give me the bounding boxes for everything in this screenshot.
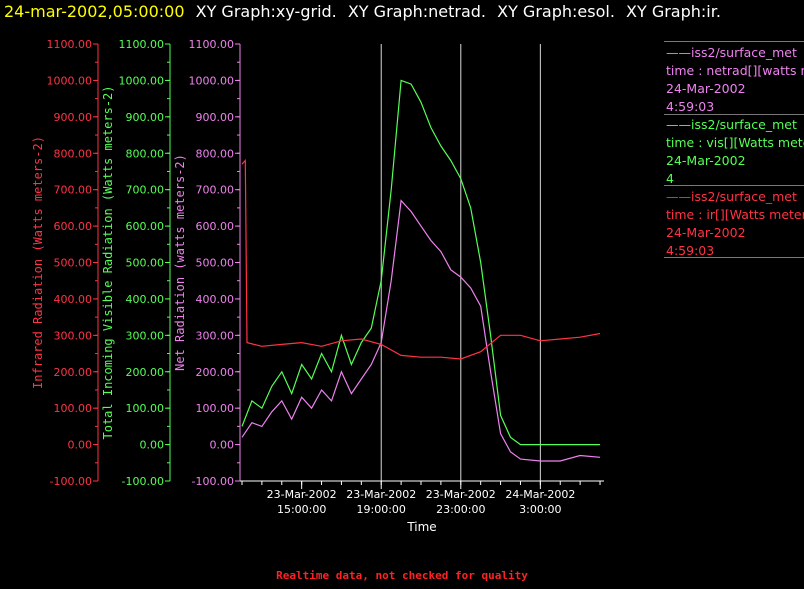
graph-name-netrad: XY Graph:netrad. [347, 2, 487, 21]
graph-name-xy-grid: XY Graph:xy-grid. [195, 2, 337, 21]
y-tick-label-netrad: 300.00 [196, 329, 235, 342]
y-tick-label-vis: 600.00 [126, 220, 165, 233]
legend-date: 24-Mar-2002 [666, 225, 746, 240]
series-line-ir [241, 158, 601, 360]
y-tick-label-vis: 0.00 [140, 439, 165, 452]
y-tick-label-vis: 1000.00 [119, 74, 165, 87]
y-tick-label-ir: 300.00 [54, 329, 93, 342]
y-tick-label-ir: 0.00 [68, 439, 93, 452]
legend-variable: time : netrad[][watts m [666, 63, 804, 78]
y-tick-label-ir: 1100.00 [47, 38, 93, 51]
title-bar: 24-mar-2002,05:00:00 XY Graph:xy-grid. X… [4, 2, 721, 21]
y-tick-label-netrad: 100.00 [196, 402, 235, 415]
y-axis-label-netrad: Net Radiation (watts meters-2) [173, 154, 187, 371]
x-tick-label: 24-Mar-2002 3:00:00 [505, 488, 575, 516]
legend-time: 4 [666, 171, 674, 186]
y-tick-label-netrad: 1000.00 [189, 74, 235, 87]
y-axis-label-ir: Infrared Radiation (Watts meters-2) [31, 136, 45, 389]
y-tick-label-ir: 800.00 [54, 147, 93, 160]
y-tick-label-netrad: 700.00 [196, 184, 235, 197]
y-tick-label-ir: 700.00 [54, 184, 93, 197]
y-tick-label-netrad: 500.00 [196, 257, 235, 270]
y-tick-label-vis: 300.00 [126, 329, 165, 342]
y-tick-label-vis: 100.00 [126, 402, 165, 415]
quality-footnote: Realtime data, not checked for quality [276, 569, 528, 582]
y-tick-label-netrad: 0.00 [210, 439, 235, 452]
y-tick-label-ir: 1000.00 [47, 74, 93, 87]
y-tick-label-ir: 100.00 [54, 402, 93, 415]
legend-separator [664, 185, 804, 186]
y-tick-label-netrad: 800.00 [196, 147, 235, 160]
y-tick-label-netrad: 1100.00 [189, 38, 235, 51]
series-line-netrad [241, 199, 601, 462]
legend-time: 4:59:03 [666, 99, 715, 114]
x-tick-label: 23-Mar-2002 23:00:00 [426, 488, 496, 516]
y-tick-label-vis: 700.00 [126, 184, 165, 197]
y-tick-label-ir: 400.00 [54, 293, 93, 306]
graph-name-ir: XY Graph:ir. [626, 2, 721, 21]
legend-separator [664, 257, 804, 258]
series-line-vis [241, 79, 600, 446]
graph-name-esol: XY Graph:esol. [497, 2, 615, 21]
legend-date: 24-Mar-2002 [666, 81, 746, 96]
legend-source: ——iss2/surface_met [666, 45, 797, 60]
y-axis-label-vis: Total Incoming Visible Radiation (Watts … [101, 85, 115, 439]
y-tick-label-vis: 900.00 [126, 111, 165, 124]
legend-variable: time : vis[][Watts mete [666, 135, 804, 150]
timestamp: 24-mar-2002,05:00:00 [4, 2, 185, 21]
y-tick-label-ir: 600.00 [54, 220, 93, 233]
y-tick-label-ir: 900.00 [54, 111, 93, 124]
y-tick-label-netrad: 200.00 [196, 366, 235, 379]
y-tick-label-vis: 1100.00 [119, 38, 165, 51]
y-tick-label-vis: 800.00 [126, 147, 165, 160]
y-tick-label-ir: 500.00 [54, 257, 93, 270]
y-tick-label-netrad: 900.00 [196, 111, 235, 124]
y-tick-label-vis: 500.00 [126, 257, 165, 270]
legend-time: 4:59:03 [666, 243, 715, 258]
legend-variable: time : ir[][Watts meters [666, 207, 804, 222]
legend-separator [664, 41, 804, 42]
y-tick-label-ir: -100.00 [50, 475, 92, 488]
y-tick-label-netrad: -100.00 [192, 475, 234, 488]
legend-entry-vis: ——iss2/surface_met time : vis[][Watts me… [666, 116, 804, 188]
y-tick-label-netrad: 400.00 [196, 293, 235, 306]
y-tick-label-ir: 200.00 [54, 366, 93, 379]
x-axis-label: Time [406, 520, 436, 534]
y-tick-label-vis: 400.00 [126, 293, 165, 306]
y-tick-label-vis: -100.00 [122, 475, 164, 488]
y-tick-label-netrad: 600.00 [196, 220, 235, 233]
legend-date: 24-Mar-2002 [666, 153, 746, 168]
x-tick-label: 23-Mar-2002 19:00:00 [346, 488, 416, 516]
y-tick-label-vis: 200.00 [126, 366, 165, 379]
legend-entry-netrad: ——iss2/surface_met time : netrad[][watts… [666, 44, 804, 116]
legend-entry-ir: ——iss2/surface_met time : ir[][Watts met… [666, 188, 804, 260]
legend-separator [664, 114, 804, 115]
legend-source: ——iss2/surface_met [666, 189, 797, 204]
x-tick-label: 23-Mar-2002 15:00:00 [267, 488, 337, 516]
legend-source: ——iss2/surface_met [666, 117, 797, 132]
